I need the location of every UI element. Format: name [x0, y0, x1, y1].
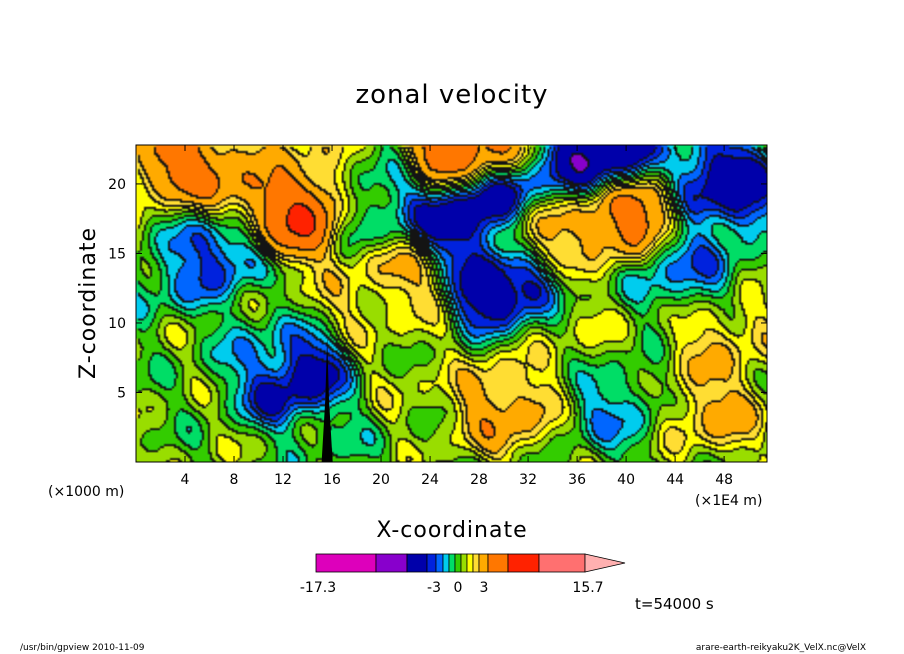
- footer-left: /usr/bin/gpview 2010-11-09: [20, 643, 145, 653]
- chart-title: zonal velocity: [355, 80, 548, 110]
- y-tick-label: 5: [117, 385, 126, 401]
- colorbar-tick-label: 0: [454, 580, 463, 596]
- x-tick-label: 8: [230, 472, 239, 488]
- velocity-field: [136, 145, 767, 462]
- x-axis-label: X-coordinate: [376, 518, 527, 543]
- mountain-terrain: [321, 336, 333, 462]
- colorbar-segment: [538, 553, 586, 573]
- colorbar-segment: [466, 553, 474, 573]
- x-tick-label: 4: [181, 472, 190, 488]
- x-tick-label: 44: [666, 472, 684, 488]
- x-tick-label: 36: [568, 472, 586, 488]
- colorbar-tick-label: 3: [480, 580, 489, 596]
- colorbar-segment: [448, 553, 456, 573]
- x-tick-label: 48: [715, 472, 733, 488]
- colorbar-segment: [406, 553, 428, 573]
- colorbar-segment: [435, 553, 444, 573]
- colorbar-extend-arrow: [584, 553, 626, 573]
- colorbar-segment: [460, 553, 468, 573]
- plot-area: [135, 144, 768, 463]
- x-unit-label: (×1000 m): [48, 484, 124, 500]
- colorbar: [315, 553, 626, 573]
- colorbar-segment: [454, 553, 462, 573]
- time-label: t=54000 s: [635, 595, 714, 613]
- colorbar-tick-label: 15.7: [572, 580, 603, 596]
- x-tick-label: 28: [470, 472, 488, 488]
- x-tick-label: 20: [372, 472, 390, 488]
- colorbar-segment: [442, 553, 450, 573]
- plot-frame: [135, 144, 768, 463]
- colorbar-segment: [375, 553, 408, 573]
- x-tick-label: 16: [323, 472, 341, 488]
- colorbar-tick-label: -3: [427, 580, 441, 596]
- colorbar-tick-labels: -17.3 -3 0 3 15.7: [300, 580, 604, 596]
- colorbar-segment: [315, 553, 377, 573]
- y-tick-label: 15: [108, 246, 126, 262]
- y-tick-label: 10: [108, 316, 126, 332]
- colorbar-segment: [478, 553, 489, 573]
- colorbar-segment: [472, 553, 480, 573]
- y-axis-label: Z-coordinate: [76, 227, 101, 379]
- colorbar-segment: [487, 553, 509, 573]
- y-axis-ticks: 5 10 15 20: [108, 177, 767, 401]
- colorbar-tick-label: -17.3: [300, 580, 336, 596]
- colorbar-segment: [507, 553, 540, 573]
- x-scale-label: (×1E4 m): [695, 493, 762, 509]
- x-tick-label: 24: [421, 472, 439, 488]
- x-tick-label: 12: [274, 472, 292, 488]
- colorbar-segment: [426, 553, 437, 573]
- x-tick-label: 40: [617, 472, 635, 488]
- x-tick-label: 32: [519, 472, 537, 488]
- x-axis-ticks: 4 8 12 16 20 24 28 32 36 40 44 48: [181, 145, 733, 488]
- footer-right: arare-earth-reikyaku2K_VelX.nc@VelX: [696, 643, 866, 653]
- y-tick-label: 20: [108, 177, 126, 193]
